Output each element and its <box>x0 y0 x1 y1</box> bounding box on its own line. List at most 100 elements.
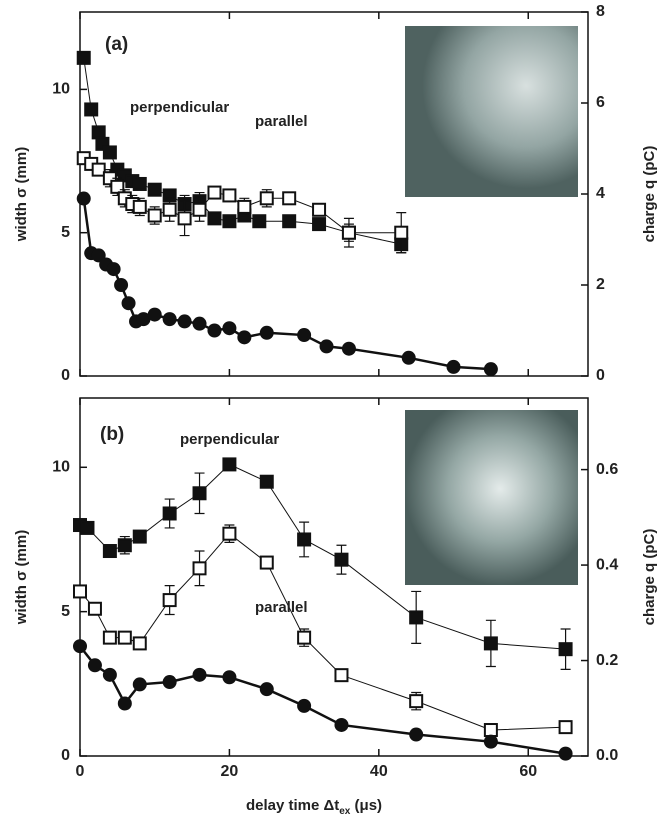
data-point <box>132 677 147 692</box>
x-axis-label: delay time Δtex (μs) <box>246 797 382 817</box>
data-point <box>319 339 334 354</box>
data-point <box>297 698 312 713</box>
data-point <box>80 520 95 535</box>
data-point <box>394 225 409 240</box>
data-point <box>177 211 192 226</box>
data-point <box>259 682 274 697</box>
x-tick-label: 0 <box>76 763 85 780</box>
data-point <box>132 176 147 191</box>
data-point <box>259 325 274 340</box>
data-point <box>102 630 117 645</box>
x-tick-label: 40 <box>370 763 388 780</box>
inset-image <box>405 26 578 197</box>
data-point <box>177 314 192 329</box>
data-point <box>222 321 237 336</box>
data-point <box>334 668 349 683</box>
data-point <box>117 538 132 553</box>
data-point <box>117 696 132 711</box>
data-point <box>136 312 151 327</box>
y-tick-label: 0 <box>61 747 70 764</box>
data-point <box>297 532 312 547</box>
data-point <box>192 202 207 217</box>
data-point <box>106 262 121 277</box>
data-point <box>222 188 237 203</box>
data-point <box>91 125 106 140</box>
data-point <box>558 720 573 735</box>
data-point <box>222 457 237 472</box>
data-point <box>237 199 252 214</box>
data-point <box>147 208 162 223</box>
data-point <box>409 610 424 625</box>
y-axis-label: width σ (mm) <box>13 147 30 242</box>
data-point <box>84 102 99 117</box>
data-point <box>341 225 356 240</box>
x-tick-label: 60 <box>519 763 537 780</box>
x-tick-label: 20 <box>221 763 239 780</box>
x-axis-label-unit: (μs) <box>350 797 382 814</box>
data-point <box>73 639 87 654</box>
data-point <box>446 359 461 374</box>
data-point <box>259 191 274 206</box>
data-point <box>259 474 274 489</box>
y-tick-label: 0 <box>61 367 70 384</box>
data-point <box>147 307 162 322</box>
plot-frame <box>79 397 589 757</box>
x-axis-label-sub: ex <box>339 806 351 817</box>
data-point <box>147 182 162 197</box>
data-point <box>312 217 327 232</box>
data-point <box>483 362 498 377</box>
data-point <box>132 199 147 214</box>
data-point <box>192 486 207 501</box>
data-point <box>102 667 117 682</box>
data-point <box>87 601 102 616</box>
y2-axis-label: charge q (pC) <box>641 146 658 243</box>
data-point <box>102 145 117 160</box>
data-point <box>334 552 349 567</box>
data-point <box>76 191 91 206</box>
x-axis-label-main: delay time Δt <box>246 797 339 814</box>
data-point <box>483 723 498 738</box>
y-tick-label: 5 <box>61 224 70 241</box>
data-point <box>237 330 252 345</box>
y2-axis-label: charge q (pC) <box>641 529 658 626</box>
data-point <box>162 202 177 217</box>
series-annotation: parallel <box>255 599 308 616</box>
data-point <box>409 694 424 709</box>
data-point <box>297 328 312 343</box>
data-point <box>73 584 87 599</box>
data-point <box>91 162 106 177</box>
panel-label: (b) <box>100 424 124 445</box>
data-point <box>207 185 222 200</box>
data-point <box>207 323 222 338</box>
data-point <box>192 316 207 331</box>
data-point <box>162 593 177 608</box>
data-point <box>259 555 274 570</box>
data-point <box>162 506 177 521</box>
data-point <box>121 296 136 311</box>
y-tick-label: 5 <box>61 603 70 620</box>
data-point <box>409 727 424 742</box>
data-point <box>110 179 125 194</box>
data-point <box>401 350 416 365</box>
y2-tick-label: 0.0 <box>596 747 618 764</box>
y2-tick-label: 0.6 <box>596 461 618 478</box>
data-point <box>282 214 297 229</box>
data-point <box>483 636 498 651</box>
data-point <box>87 658 102 673</box>
data-point <box>102 544 117 559</box>
data-point <box>558 642 573 657</box>
data-point <box>297 630 312 645</box>
data-point <box>222 670 237 685</box>
data-point <box>558 746 573 761</box>
data-point <box>192 667 207 682</box>
series-annotation: parallel <box>255 113 308 130</box>
data-point <box>483 734 498 749</box>
data-point <box>334 717 349 732</box>
y2-tick-label: 0 <box>596 367 605 384</box>
y2-tick-label: 6 <box>596 94 605 111</box>
data-point <box>252 214 267 229</box>
data-point <box>192 561 207 576</box>
y-axis-label: width σ (mm) <box>13 530 30 625</box>
y2-tick-label: 0.2 <box>596 652 618 669</box>
